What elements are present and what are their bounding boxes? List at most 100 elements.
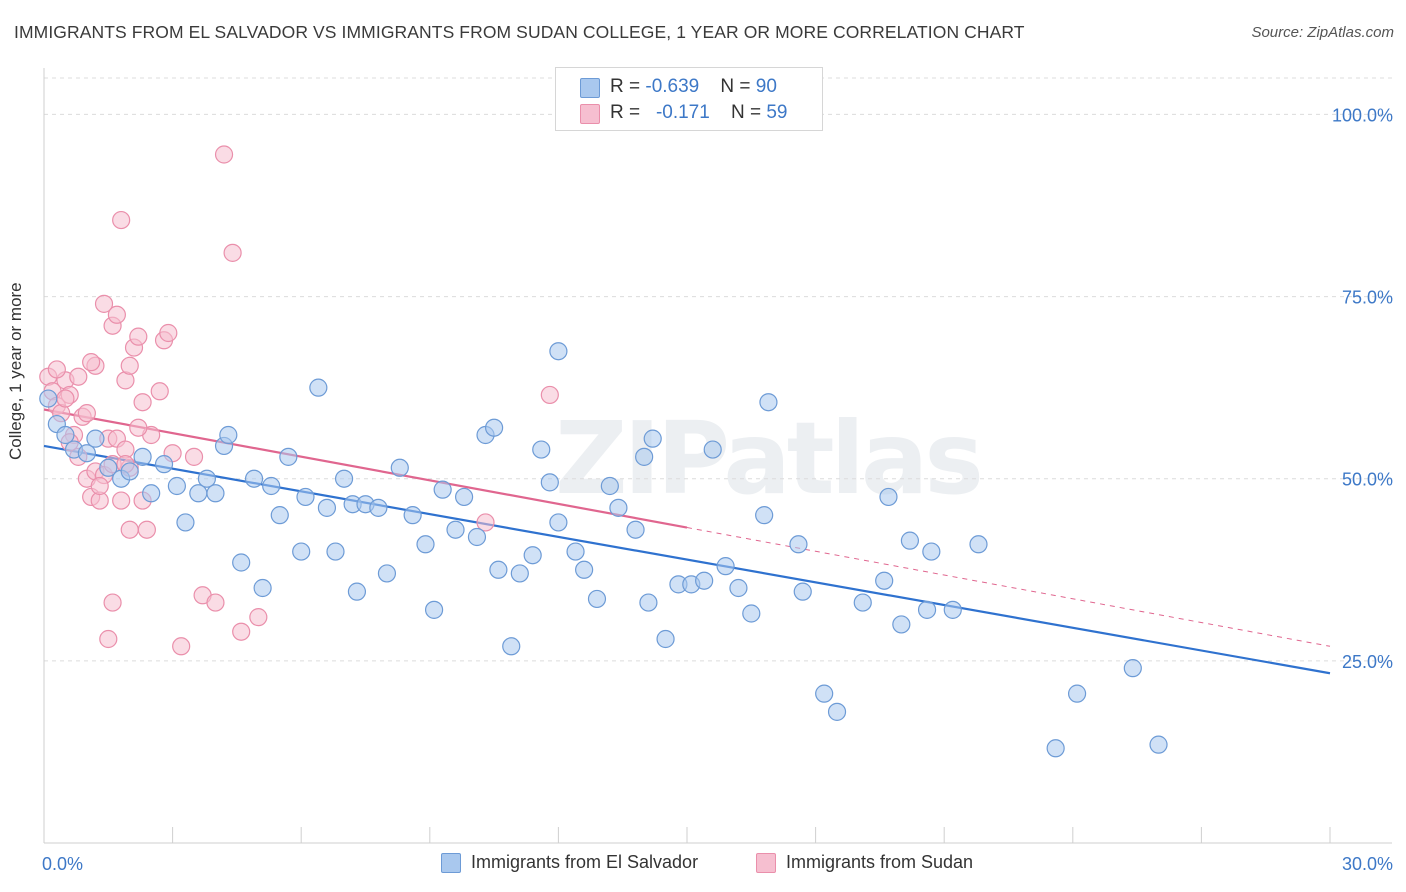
point-sudan xyxy=(90,476,109,496)
point-el-salvador xyxy=(892,615,911,634)
point-el-salvador xyxy=(262,476,281,496)
legend-n-value: 59 xyxy=(766,102,788,123)
point-el-salvador xyxy=(695,571,714,590)
point-sudan xyxy=(232,622,251,641)
point-el-salvador xyxy=(270,506,289,525)
point-sudan xyxy=(172,637,191,656)
source-label: Source: ZipAtlas.com xyxy=(1251,24,1394,41)
point-el-salvador xyxy=(133,447,152,466)
point-el-salvador xyxy=(424,600,444,619)
point-el-salvador xyxy=(549,342,568,361)
point-el-salvador xyxy=(99,458,118,477)
y-axis-label: College, 1 year or more xyxy=(6,282,25,460)
point-el-salvador xyxy=(154,455,174,474)
trend-line-sudan-extension xyxy=(686,527,1331,647)
pink-swatch-icon xyxy=(580,104,600,124)
point-sudan xyxy=(82,353,101,372)
point-sudan xyxy=(103,593,122,612)
point-el-salvador xyxy=(815,684,834,703)
point-el-salvador xyxy=(219,425,238,445)
bottom-legend-label: Immigrants from El Salvador xyxy=(471,852,699,872)
point-sudan xyxy=(133,393,152,412)
point-el-salvador xyxy=(755,506,774,525)
point-el-salvador xyxy=(759,393,778,412)
point-el-salvador xyxy=(176,513,195,532)
legend-n-value: 90 xyxy=(755,76,777,97)
x-tick-label: 0.0% xyxy=(42,854,83,874)
blue-swatch-icon xyxy=(441,853,461,873)
point-sudan xyxy=(94,294,114,313)
point-el-salvador xyxy=(540,473,559,492)
point-el-salvador xyxy=(347,582,367,601)
point-sudan xyxy=(159,323,178,343)
point-el-salvador xyxy=(206,484,225,503)
point-el-salvador xyxy=(433,480,452,499)
point-sudan xyxy=(540,385,559,405)
point-el-salvador xyxy=(244,469,264,488)
data-points xyxy=(39,145,1168,758)
point-el-salvador xyxy=(467,527,487,547)
point-el-salvador xyxy=(86,429,105,448)
point-sudan xyxy=(214,145,234,164)
point-el-salvador xyxy=(142,484,161,503)
point-el-salvador xyxy=(197,469,216,488)
legend-r-label: R = xyxy=(610,76,646,97)
point-el-salvador xyxy=(587,589,607,609)
point-el-salvador xyxy=(532,440,551,459)
point-sudan xyxy=(112,491,131,510)
pink-swatch-icon xyxy=(756,853,776,873)
point-el-salvador xyxy=(1046,739,1065,758)
point-el-salvador xyxy=(549,513,568,532)
point-el-salvador xyxy=(656,629,675,649)
point-el-salvador xyxy=(879,487,898,507)
point-el-salvador xyxy=(334,469,354,488)
y-tick-label: 25.0% xyxy=(1342,652,1393,672)
point-el-salvador xyxy=(292,542,311,561)
point-el-salvador xyxy=(1149,735,1168,754)
legend-r-value: -0.639 xyxy=(645,76,700,97)
point-el-salvador xyxy=(969,535,988,554)
point-sudan xyxy=(476,513,495,532)
point-el-salvador xyxy=(742,604,761,623)
point-sudan xyxy=(99,629,118,649)
point-el-salvador xyxy=(309,378,328,397)
legend: R = -0.639 N = 90 R = -0.171 N = 59 xyxy=(555,67,823,131)
point-el-salvador xyxy=(120,462,139,481)
point-sudan xyxy=(249,608,268,627)
chart-title: IMMIGRANTS FROM EL SALVADOR VS IMMIGRANT… xyxy=(14,22,1025,42)
point-el-salvador xyxy=(716,557,735,576)
point-el-salvador xyxy=(900,531,920,550)
point-sudan xyxy=(150,382,169,401)
point-el-salvador xyxy=(403,506,422,525)
point-el-salvador xyxy=(296,487,315,507)
point-el-salvador xyxy=(789,535,808,554)
point-el-salvador xyxy=(943,600,962,619)
point-el-salvador xyxy=(454,487,474,507)
point-el-salvador xyxy=(729,578,748,598)
point-el-salvador xyxy=(377,564,397,583)
axes xyxy=(43,68,1392,844)
point-el-salvador xyxy=(793,582,812,601)
point-el-salvador xyxy=(279,447,298,466)
point-el-salvador xyxy=(600,476,619,496)
point-el-salvador xyxy=(390,458,409,477)
y-tick-label: 50.0% xyxy=(1342,470,1393,490)
point-el-salvador xyxy=(575,560,594,579)
legend-n-label: N = xyxy=(720,76,756,97)
point-sudan xyxy=(107,305,126,324)
point-el-salvador xyxy=(56,425,75,445)
point-el-salvador xyxy=(609,498,628,517)
y-tick-label: 100.0% xyxy=(1332,105,1393,125)
point-el-salvador xyxy=(39,389,58,408)
point-sudan xyxy=(47,360,66,379)
point-el-salvador xyxy=(502,637,521,656)
point-sudan xyxy=(223,243,242,262)
point-sudan xyxy=(112,210,131,230)
grid-lines xyxy=(44,77,1392,662)
point-el-salvador xyxy=(566,542,585,561)
point-el-salvador xyxy=(446,520,465,539)
point-el-salvador xyxy=(77,444,96,463)
point-el-salvador xyxy=(917,600,937,619)
point-sudan xyxy=(184,447,204,466)
